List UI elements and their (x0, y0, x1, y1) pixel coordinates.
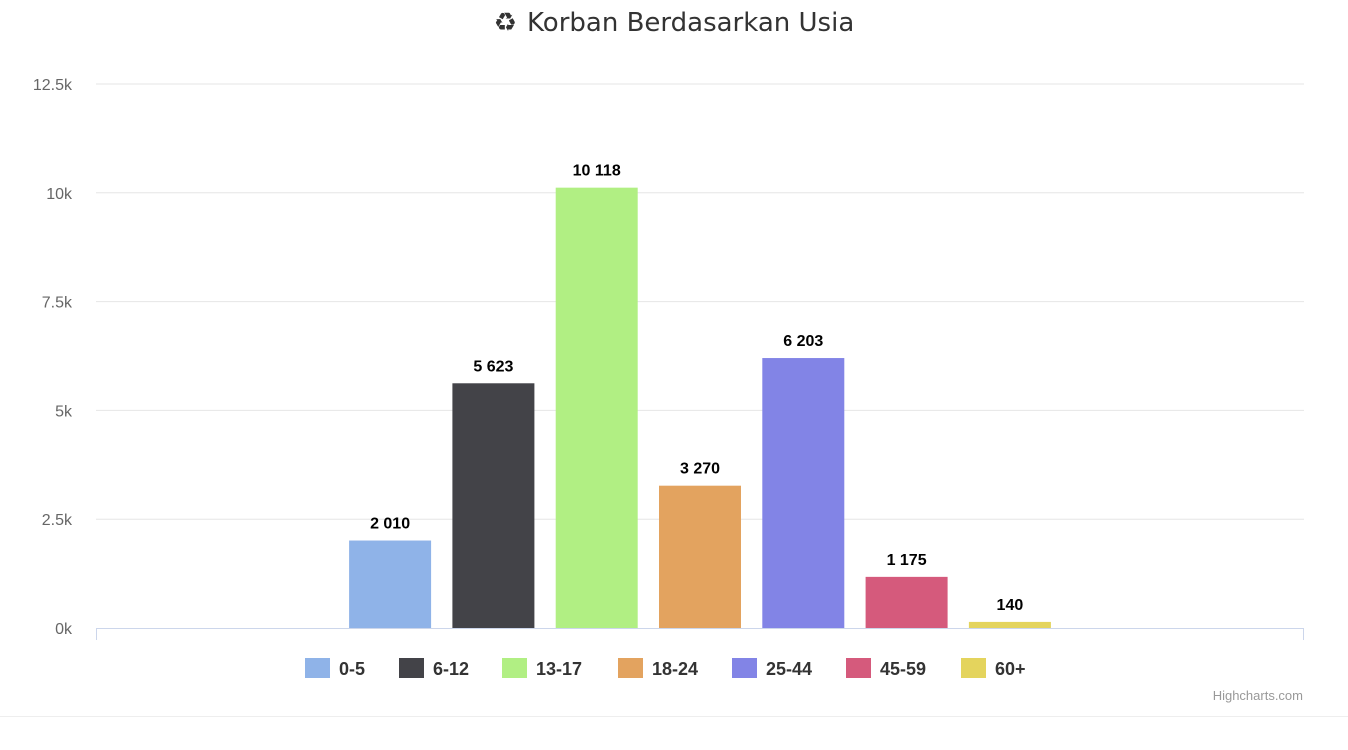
legend-item-6-12[interactable]: 6-12 (399, 658, 469, 679)
data-label-60+: 140 (997, 597, 1024, 614)
legend-swatch (732, 658, 757, 678)
bar-6-12[interactable] (452, 383, 535, 628)
data-labels: 2 010 5 623 10 118 3 270 6 203 1 175 140 (370, 163, 1023, 614)
data-label-0-5: 2 010 (370, 516, 410, 533)
data-label-18-24: 3 270 (680, 461, 720, 478)
legend: 0-5 6-12 13-17 18-24 25-44 45-59 60+ (305, 658, 1026, 679)
bar-25-44[interactable] (762, 358, 845, 628)
legend-label: 18-24 (652, 659, 698, 679)
y-axis-labels: 0k 2.5k 5k 7.5k 10k 12.5k (33, 77, 73, 638)
chart-title-text: Korban Berdasarkan Usia (527, 8, 855, 38)
y-tick-label: 0k (55, 621, 73, 638)
legend-label: 13-17 (536, 659, 582, 679)
legend-label: 45-59 (880, 659, 926, 679)
data-label-25-44: 6 203 (783, 333, 823, 350)
legend-label: 60+ (995, 659, 1026, 679)
legend-label: 0-5 (339, 659, 365, 679)
legend-swatch (618, 658, 643, 678)
credits-link[interactable]: Highcharts.com (1212, 688, 1303, 703)
chart-title: ♻ Korban Berdasarkan Usia (0, 8, 1348, 38)
y-tick-label: 2.5k (42, 512, 73, 529)
bar-0-5[interactable] (349, 540, 432, 628)
bar-45-59[interactable] (865, 576, 948, 628)
legend-item-45-59[interactable]: 45-59 (846, 658, 926, 679)
legend-swatch (961, 658, 986, 678)
bar-13-17[interactable] (555, 187, 638, 628)
legend-swatch (846, 658, 871, 678)
legend-label: 25-44 (766, 659, 812, 679)
legend-swatch (502, 658, 527, 678)
legend-swatch (305, 658, 330, 678)
grid-lines (96, 83, 1304, 520)
bar-60+[interactable] (968, 621, 1051, 628)
data-label-45-59: 1 175 (887, 552, 927, 569)
y-tick-label: 12.5k (33, 77, 73, 94)
legend-item-18-24[interactable]: 18-24 (618, 658, 698, 679)
x-axis (96, 628, 1304, 640)
legend-item-25-44[interactable]: 25-44 (732, 658, 812, 679)
y-tick-label: 7.5k (42, 295, 73, 312)
legend-item-13-17[interactable]: 13-17 (502, 658, 582, 679)
divider (0, 716, 1348, 717)
y-tick-label: 10k (46, 186, 73, 203)
bar-18-24[interactable] (659, 485, 741, 628)
data-label-6-12: 5 623 (473, 358, 513, 375)
legend-swatch (399, 658, 424, 678)
legend-item-0-5[interactable]: 0-5 (305, 658, 365, 679)
legend-label: 6-12 (433, 659, 469, 679)
recycle-icon: ♻ (493, 8, 518, 38)
legend-item-60+[interactable]: 60+ (961, 658, 1026, 679)
bars (349, 187, 1051, 628)
y-tick-label: 5k (55, 403, 73, 420)
data-label-13-17: 10 118 (573, 163, 621, 180)
